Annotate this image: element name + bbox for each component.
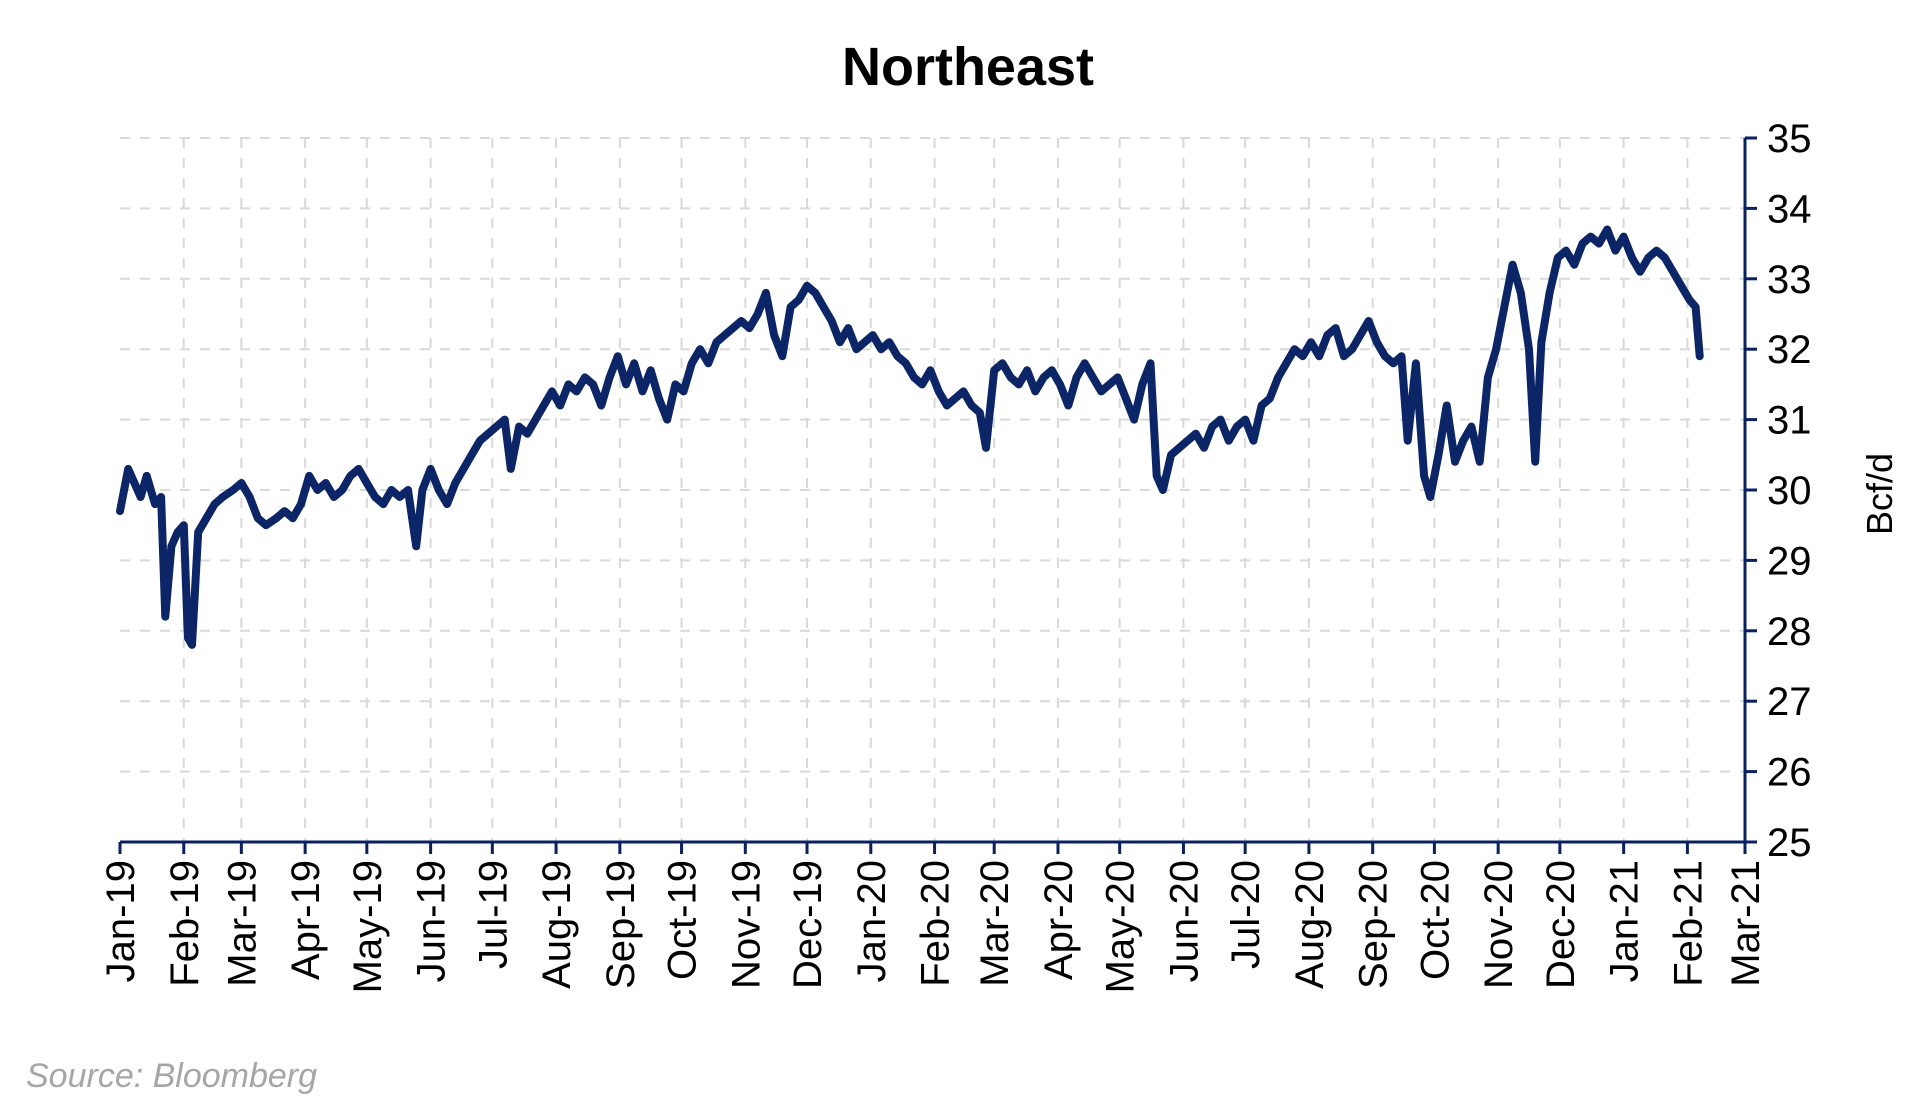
y-axis-label: Bcf/d	[1859, 453, 1900, 535]
x-tick-label: Jun-20	[1162, 860, 1206, 982]
y-tick-label: 26	[1767, 751, 1812, 795]
x-tick-label: Jul-20	[1224, 860, 1268, 969]
x-tick-label: May-20	[1099, 860, 1143, 993]
x-axis-ticks: Jan-19 Feb-19 Mar-19 Apr-19 May-19 Jun-19 Jul-…	[99, 842, 1768, 993]
y-tick-label: 32	[1767, 328, 1812, 372]
y-tick-label: 35	[1767, 117, 1812, 161]
y-tick-label: 34	[1767, 187, 1812, 231]
y-tick-label: 28	[1767, 610, 1812, 654]
y-tick-label: 27	[1767, 680, 1812, 724]
x-tick-label: Jul-19	[471, 860, 515, 969]
chart-title: Northeast	[842, 37, 1094, 97]
y-tick-label: 31	[1767, 399, 1812, 443]
y-tick-label: 29	[1767, 539, 1812, 583]
x-tick-label: Aug-20	[1288, 860, 1332, 989]
x-tick-label: Aug-19	[535, 860, 579, 989]
x-tick-label: May-19	[346, 860, 390, 993]
x-tick-label: Apr-20	[1037, 860, 1081, 980]
series-line	[116, 225, 1704, 649]
x-tick-label: Jan-20	[850, 860, 894, 982]
x-tick-label: Dec-20	[1539, 860, 1583, 989]
x-tick-label: Oct-20	[1413, 860, 1457, 980]
x-tick-label: Sep-19	[599, 860, 643, 989]
y-tick-label: 30	[1767, 469, 1812, 513]
x-tick-label: Dec-19	[786, 860, 830, 989]
x-tick-label: Jan-21	[1603, 860, 1647, 982]
x-tick-label: Feb-19	[163, 860, 207, 987]
grid	[120, 137, 1746, 842]
x-tick-label: Nov-20	[1477, 860, 1521, 989]
y-axis-ticks: 25 26 27 28 29 30 31 32 33 34 35	[1745, 117, 1812, 865]
x-tick-label: Nov-19	[724, 860, 768, 989]
y-tick-label: 25	[1767, 821, 1812, 865]
x-tick-label: Mar-19	[220, 860, 264, 987]
x-tick-label: Feb-21	[1666, 860, 1710, 987]
x-tick-label: Oct-19	[661, 860, 705, 980]
x-tick-label: Mar-20	[973, 860, 1017, 987]
x-tick-label: Mar-21	[1724, 860, 1768, 987]
x-tick-label: Sep-20	[1352, 860, 1396, 989]
x-tick-label: Feb-20	[914, 860, 958, 987]
x-tick-label: Jun-19	[410, 860, 454, 982]
y-tick-label: 33	[1767, 258, 1812, 302]
source-note: Source: Bloomberg	[26, 1057, 317, 1095]
x-tick-label: Jan-19	[99, 860, 143, 982]
x-tick-label: Apr-19	[284, 860, 328, 980]
